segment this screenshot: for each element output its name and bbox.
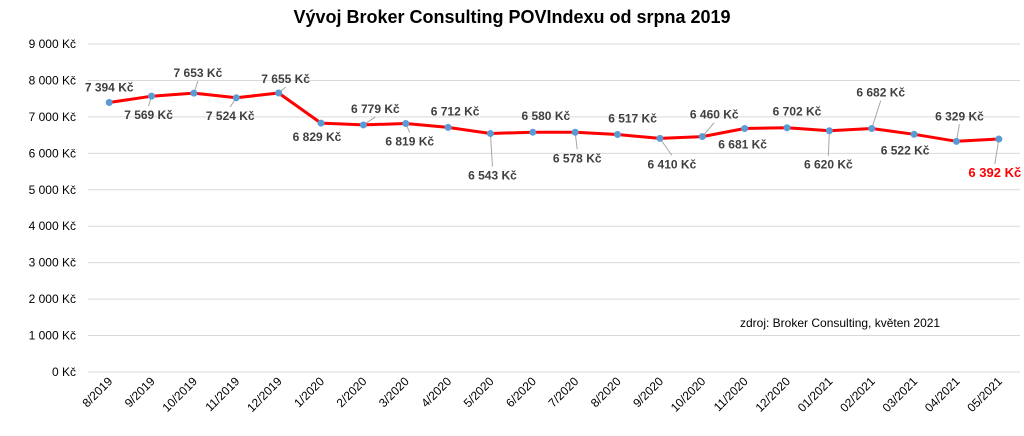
x-tick-label: 02/2021 xyxy=(837,374,878,415)
data-point xyxy=(444,123,452,131)
y-tick-label: 2 000 Kč xyxy=(29,292,76,306)
data-point xyxy=(275,89,283,97)
y-axis-ticks: 0 Kč 1 000 Kč 2 000 Kč 3 000 Kč 4 000 Kč 5 00… xyxy=(29,37,76,379)
data-label: 7 653 Kč xyxy=(174,66,223,80)
x-tick-label: 8/2020 xyxy=(588,374,624,410)
label-leader-line xyxy=(489,133,493,167)
data-points xyxy=(105,89,1003,145)
x-tick-label: 3/2020 xyxy=(376,374,412,410)
data-label-latest: 6 392 Kč xyxy=(968,165,1021,180)
data-label: 6 522 Kč xyxy=(881,143,930,157)
label-leader-line xyxy=(827,130,830,156)
label-leader-line xyxy=(994,138,1000,165)
x-tick-label: 10/2020 xyxy=(668,374,709,415)
x-tick-label: 4/2020 xyxy=(418,374,454,410)
x-tick-label: 9/2019 xyxy=(122,374,158,410)
y-tick-label: 1 000 Kč xyxy=(29,329,76,343)
y-tick-label: 9 000 Kč xyxy=(29,37,76,51)
x-tick-label: 12/2019 xyxy=(244,374,285,415)
data-point xyxy=(741,125,749,133)
x-tick-label: 5/2020 xyxy=(461,374,497,410)
x-tick-label: 6/2020 xyxy=(503,374,539,410)
data-label: 6 819 Kč xyxy=(385,134,434,148)
data-point xyxy=(614,130,622,138)
x-tick-label: 8/2019 xyxy=(79,374,115,410)
data-point xyxy=(868,124,876,132)
data-label: 6 517 Kč xyxy=(608,111,657,125)
x-tick-label: 04/2021 xyxy=(922,374,963,415)
data-point xyxy=(656,134,664,142)
x-tick-label: 7/2020 xyxy=(545,374,581,410)
x-tick-label: 10/2019 xyxy=(159,374,200,415)
y-tick-label: 3 000 Kč xyxy=(29,256,76,270)
y-tick-label: 8 000 Kč xyxy=(29,73,76,87)
data-point xyxy=(825,127,833,135)
y-tick-label: 6 000 Kč xyxy=(29,146,76,160)
data-point xyxy=(952,137,960,145)
x-tick-label: 9/2020 xyxy=(630,374,666,410)
x-tick-label: 12/2020 xyxy=(753,374,794,415)
gridlines xyxy=(88,43,1020,373)
data-label: 6 712 Kč xyxy=(431,104,480,118)
y-tick-label: 0 Kč xyxy=(52,365,76,379)
data-point xyxy=(317,119,325,127)
data-label: 6 329 Kč xyxy=(935,109,984,123)
data-point xyxy=(995,135,1003,143)
data-label: 7 394 Kč xyxy=(85,81,134,95)
data-point xyxy=(190,89,198,97)
data-label: 6 620 Kč xyxy=(804,158,853,172)
data-label: 6 682 Kč xyxy=(856,85,905,99)
data-point xyxy=(232,94,240,102)
data-label: 6 543 Kč xyxy=(468,169,517,183)
data-label: 7 569 Kč xyxy=(124,108,173,122)
data-label: 7 655 Kč xyxy=(261,72,310,86)
data-point xyxy=(105,99,113,107)
data-label: 6 779 Kč xyxy=(351,102,400,116)
data-label: 6 829 Kč xyxy=(293,130,342,144)
data-label: 6 578 Kč xyxy=(553,151,602,165)
label-leader-line xyxy=(871,100,882,129)
data-label: 6 410 Kč xyxy=(648,157,697,171)
data-label: 7 524 Kč xyxy=(206,109,255,123)
data-point xyxy=(698,133,706,141)
x-tick-label: 05/2021 xyxy=(964,374,1005,415)
x-tick-label: 01/2021 xyxy=(795,374,836,415)
y-tick-label: 4 000 Kč xyxy=(29,219,76,233)
x-tick-label: 2/2020 xyxy=(334,374,370,410)
x-tick-label: 11/2019 xyxy=(202,374,242,414)
y-tick-label: 5 000 Kč xyxy=(29,183,76,197)
y-tick-label: 7 000 Kč xyxy=(29,110,76,124)
x-axis-ticks: 8/2019 9/2019 10/2019 11/2019 12/2019 1/2020 2… xyxy=(79,374,1005,415)
data-point xyxy=(783,124,791,132)
data-point xyxy=(529,128,537,136)
data-point xyxy=(910,130,918,138)
x-tick-label: 03/2021 xyxy=(880,374,921,415)
data-labels: 7 394 Kč 7 569 Kč 7 653 Kč 7 524 Kč 7 655 Kč… xyxy=(85,66,1021,182)
data-label: 6 702 Kč xyxy=(773,105,822,119)
data-label: 6 460 Kč xyxy=(690,108,739,122)
series-line xyxy=(108,91,999,143)
data-point xyxy=(359,121,367,129)
chart-title: Vývoj Broker Consulting POVIndexu od srp… xyxy=(293,7,730,27)
data-label: 6 580 Kč xyxy=(521,109,570,123)
data-point xyxy=(486,130,494,138)
data-point xyxy=(402,119,410,127)
x-tick-label: 1/2020 xyxy=(291,374,327,410)
source-note: zdroj: Broker Consulting, květen 2021 xyxy=(740,316,940,330)
data-point xyxy=(571,128,579,136)
data-point xyxy=(148,92,156,100)
data-label: 6 681 Kč xyxy=(718,138,767,152)
x-tick-label: 11/2020 xyxy=(711,374,751,414)
